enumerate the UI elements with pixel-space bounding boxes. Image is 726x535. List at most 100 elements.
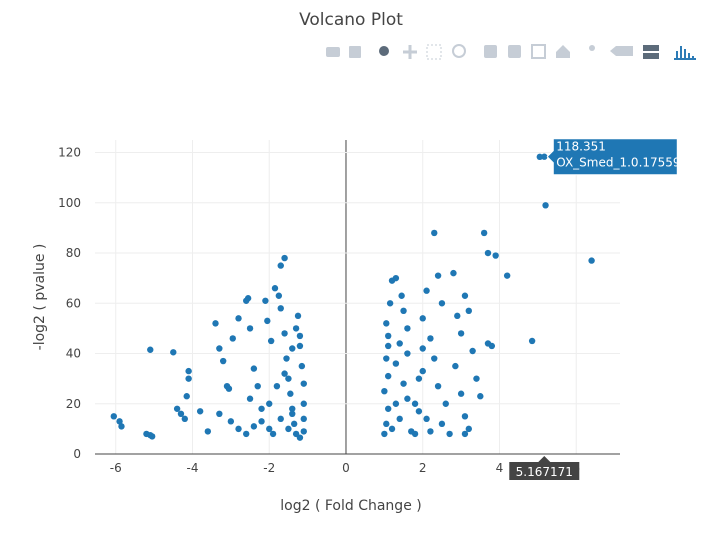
modebar[interactable] (326, 44, 696, 60)
chart-title: Volcano Plot (299, 10, 403, 30)
point (225, 385, 233, 392)
point (461, 413, 469, 420)
box-select-icon[interactable] (426, 44, 442, 60)
camera-icon[interactable] (326, 47, 340, 57)
point (588, 257, 595, 264)
spike-icon[interactable] (589, 45, 595, 51)
home-icon[interactable] (556, 45, 570, 58)
point (271, 285, 279, 292)
y-tick-label: 60 (66, 296, 81, 310)
point (244, 295, 252, 302)
hover-compare-icon[interactable] (643, 45, 659, 51)
point (400, 380, 407, 387)
point (281, 254, 288, 262)
point (290, 420, 298, 428)
y-tick-label: 120 (58, 146, 81, 160)
point (385, 405, 392, 412)
point (392, 274, 400, 282)
point (431, 229, 438, 237)
hover-box (546, 138, 678, 176)
plotly-logo[interactable] (674, 46, 696, 60)
point (419, 315, 426, 322)
zoom-out-icon[interactable] (508, 45, 521, 58)
point (227, 418, 235, 425)
point (219, 357, 227, 365)
point (177, 410, 185, 418)
point (383, 320, 390, 327)
point (250, 365, 258, 372)
point (110, 413, 118, 420)
point (300, 380, 307, 387)
point (457, 330, 465, 337)
save-icon[interactable] (349, 46, 361, 58)
point (258, 405, 265, 412)
point (411, 430, 419, 438)
point (147, 346, 154, 353)
point (229, 335, 236, 342)
point (423, 415, 430, 423)
point (289, 410, 296, 418)
point (181, 415, 189, 423)
point (415, 375, 423, 382)
point (477, 393, 484, 400)
point (281, 370, 288, 377)
lasso-icon[interactable] (452, 44, 466, 58)
pan-icon[interactable] (403, 45, 417, 59)
point (287, 390, 294, 397)
point (254, 382, 261, 390)
point (381, 430, 388, 438)
point (419, 367, 426, 375)
point (235, 315, 242, 322)
point (250, 423, 258, 430)
point (383, 355, 390, 362)
point (266, 425, 273, 433)
point (296, 332, 304, 340)
point (427, 335, 434, 342)
point (298, 362, 306, 370)
point (170, 349, 177, 356)
point (381, 388, 388, 395)
point (404, 395, 411, 402)
point (434, 382, 442, 390)
y-tick-label: 40 (66, 347, 81, 361)
zoom-icon[interactable] (379, 46, 389, 56)
point (411, 400, 419, 407)
point (503, 272, 511, 279)
point (431, 355, 438, 362)
point (289, 405, 296, 412)
zoom-in-icon[interactable] (484, 45, 497, 58)
point (196, 408, 204, 415)
point (185, 367, 192, 375)
point (283, 355, 290, 362)
autoscale-icon[interactable] (531, 44, 546, 59)
y-tick-label: 80 (66, 246, 81, 260)
point (243, 430, 250, 438)
point (285, 425, 292, 433)
point (277, 415, 284, 423)
point (536, 153, 543, 161)
point (427, 428, 434, 435)
point (296, 342, 304, 350)
x-tick-label: -4 (186, 461, 198, 475)
point (461, 292, 469, 299)
hover-text: OX_Smed_1.0.17559 (556, 156, 680, 170)
point (385, 342, 392, 350)
point (285, 375, 292, 382)
y-tick-label: 100 (58, 196, 81, 210)
y-tick-label: 20 (66, 397, 81, 411)
point (246, 325, 254, 332)
point (542, 202, 549, 209)
point (235, 425, 242, 433)
point (300, 400, 307, 407)
point (446, 430, 453, 438)
point (289, 345, 296, 352)
hover-closest-icon[interactable] (610, 46, 633, 56)
point (415, 408, 423, 415)
point (484, 249, 492, 257)
hover-compare-icon-2[interactable] (643, 53, 659, 59)
point (461, 430, 469, 438)
point (450, 269, 457, 277)
point (246, 395, 254, 402)
point (404, 325, 411, 332)
point (204, 428, 212, 435)
